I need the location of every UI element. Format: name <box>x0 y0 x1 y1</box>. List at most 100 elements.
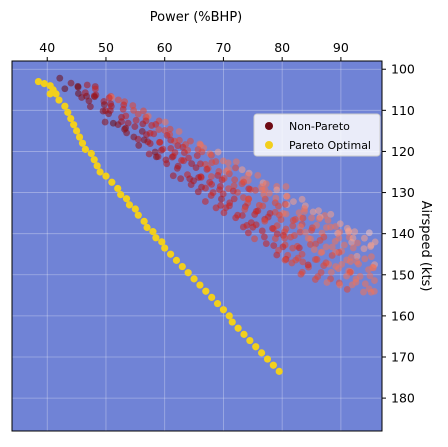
legend-label-non-pareto: Non-Pareto <box>289 120 350 133</box>
non-pareto-point <box>302 228 309 236</box>
pareto-point <box>78 139 87 147</box>
non-pareto-point <box>318 248 326 256</box>
non-pareto-point <box>336 281 344 289</box>
non-pareto-point <box>240 194 247 201</box>
non-pareto-point <box>308 214 315 222</box>
legend-box <box>253 113 381 157</box>
y-tick-label: 120 <box>391 144 415 159</box>
y-tick-label: 100 <box>391 62 415 77</box>
pareto-point <box>202 287 210 295</box>
non-pareto-point <box>249 223 257 231</box>
non-pareto-point <box>61 85 69 93</box>
non-pareto-point <box>335 265 342 273</box>
non-pareto-point <box>312 240 319 248</box>
non-pareto-point <box>311 276 319 283</box>
legend-marker-pareto <box>265 141 273 149</box>
non-pareto-point <box>281 200 289 208</box>
non-pareto-point <box>195 174 202 181</box>
non-pareto-point <box>346 258 354 266</box>
x-tick-label: 50 <box>98 40 114 55</box>
pareto-point <box>134 211 142 219</box>
non-pareto-point <box>238 180 246 188</box>
pareto-point <box>67 114 75 123</box>
non-pareto-point <box>177 175 185 183</box>
non-pareto-point <box>168 153 176 161</box>
non-pareto-point <box>367 288 375 296</box>
pareto-point <box>70 121 78 129</box>
non-pareto-point <box>351 228 359 236</box>
non-pareto-point <box>260 233 268 241</box>
pareto-point <box>258 349 266 357</box>
non-pareto-point <box>163 160 171 168</box>
non-pareto-point <box>218 176 226 184</box>
pareto-point <box>93 162 101 170</box>
non-pareto-point <box>360 288 367 296</box>
non-pareto-point <box>269 225 276 232</box>
non-pareto-point <box>188 160 196 168</box>
y-tick-label: 170 <box>391 350 415 365</box>
non-pareto-point <box>261 217 269 225</box>
non-pareto-point <box>85 97 93 105</box>
non-pareto-point <box>167 145 175 152</box>
non-pareto-point <box>332 223 339 230</box>
non-pareto-point <box>365 229 373 237</box>
y-axis-ticks: 100 110 120 130 140 150 160 170 180 <box>382 62 415 406</box>
non-pareto-point <box>306 241 314 248</box>
non-pareto-point <box>207 173 215 180</box>
non-pareto-point <box>131 123 139 131</box>
non-pareto-point <box>283 192 291 200</box>
non-pareto-point <box>296 228 304 236</box>
pareto-point <box>246 336 254 345</box>
pareto-point <box>117 191 125 199</box>
non-pareto-point <box>135 142 143 149</box>
non-pareto-point <box>290 198 297 206</box>
non-pareto-point <box>277 216 285 223</box>
non-pareto-point <box>299 258 307 266</box>
non-pareto-point <box>289 217 297 224</box>
non-pareto-point <box>229 187 237 195</box>
pareto-point <box>108 178 116 186</box>
x-tick-label: 90 <box>333 40 349 55</box>
non-pareto-point <box>275 202 282 210</box>
pareto-point <box>161 244 169 252</box>
non-pareto-point <box>163 131 171 139</box>
non-pareto-point <box>74 82 82 90</box>
non-pareto-point <box>310 246 318 253</box>
non-pareto-point <box>174 142 182 150</box>
non-pareto-point <box>192 164 200 172</box>
non-pareto-point <box>281 234 289 242</box>
non-pareto-point <box>273 186 281 194</box>
non-pareto-point <box>252 186 259 194</box>
non-pareto-point <box>361 255 369 263</box>
pareto-point <box>166 250 175 258</box>
non-pareto-point <box>124 119 132 127</box>
x-tick-label: 70 <box>215 40 231 55</box>
non-pareto-point <box>214 148 222 156</box>
non-pareto-point <box>105 94 113 102</box>
non-pareto-point <box>328 243 336 251</box>
non-pareto-point <box>324 216 332 224</box>
non-pareto-point <box>230 195 238 203</box>
pareto-point <box>114 184 122 193</box>
non-pareto-point <box>193 152 201 160</box>
non-pareto-point <box>166 125 174 133</box>
non-pareto-point <box>349 244 357 252</box>
non-pareto-point <box>322 224 330 231</box>
non-pareto-point <box>105 110 113 118</box>
non-pareto-point <box>101 118 109 126</box>
non-pareto-point <box>140 107 147 115</box>
non-pareto-point <box>311 256 319 263</box>
pareto-point <box>190 275 198 283</box>
pareto-point <box>52 90 60 98</box>
y-tick-label: 110 <box>391 103 415 118</box>
y-tick-label: 130 <box>391 185 415 200</box>
non-pareto-point <box>297 270 305 278</box>
non-pareto-point <box>114 96 122 104</box>
non-pareto-point <box>132 116 140 124</box>
non-pareto-point <box>86 103 94 111</box>
non-pareto-point <box>367 243 374 250</box>
non-pareto-point <box>340 241 348 249</box>
pareto-point <box>196 281 204 289</box>
non-pareto-point <box>353 252 361 260</box>
non-pareto-point <box>130 133 138 141</box>
